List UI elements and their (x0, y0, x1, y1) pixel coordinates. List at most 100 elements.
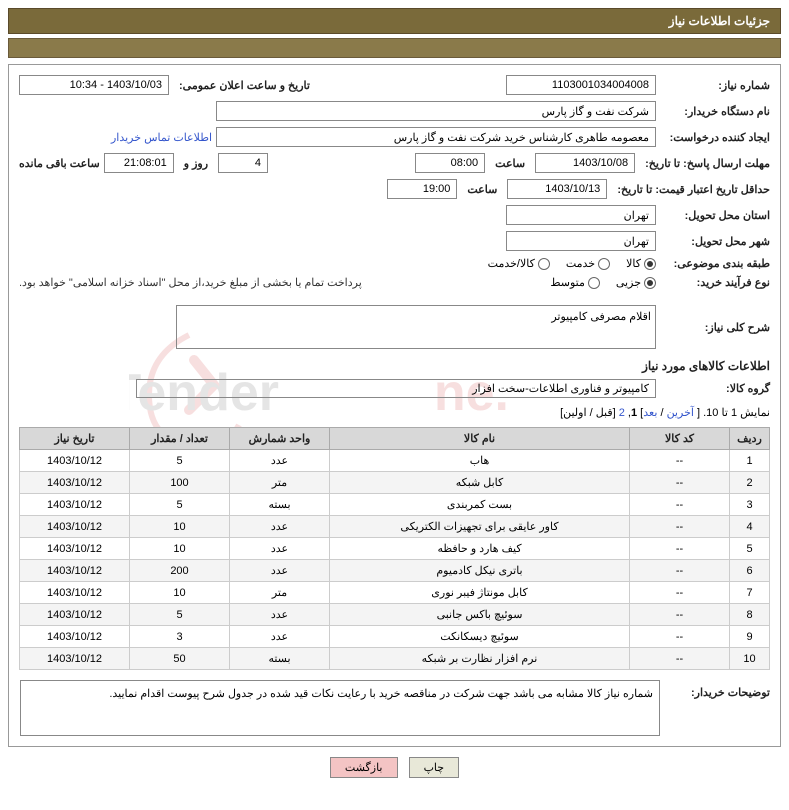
table-row: 3--بست کمربندیبسته51403/10/12 (20, 494, 770, 516)
pagination-last-link[interactable]: آخرین (667, 407, 694, 419)
table-cell: 10 (130, 516, 230, 538)
page-title: جزئیات اطلاعات نیاز (669, 14, 770, 28)
table-cell: -- (630, 472, 730, 494)
time-label-1: ساعت (489, 157, 531, 170)
radio-partial-label: جزیی (616, 276, 641, 289)
radio-both-label: کالا/خدمت (488, 257, 535, 270)
table-cell: -- (630, 648, 730, 670)
table-cell: -- (630, 538, 730, 560)
back-button[interactable]: بازگشت (330, 757, 398, 778)
footer-buttons: چاپ بازگشت (8, 757, 781, 778)
table-cell: متر (230, 472, 330, 494)
general-desc-label: شرح کلی نیاز: (660, 321, 770, 334)
table-cell: 8 (730, 604, 770, 626)
page-header: جزئیات اطلاعات نیاز (8, 8, 781, 34)
table-cell: عدد (230, 604, 330, 626)
days-remaining-field: 4 (218, 153, 268, 173)
table-row: 8--سوئیچ باکس جانبیعدد51403/10/12 (20, 604, 770, 626)
time-label-2: ساعت (461, 183, 503, 196)
validity-label: حداقل تاریخ اعتبار قیمت: تا تاریخ: (611, 183, 770, 196)
table-cell: سوئیچ باکس جانبی (330, 604, 630, 626)
table-cell: عدد (230, 538, 330, 560)
pagination-prefix: نمایش 1 تا 10. [ (694, 407, 770, 419)
th-date: تاریخ نیاز (20, 428, 130, 450)
deadline-date-field: 1403/10/08 (535, 153, 635, 173)
table-cell: 1403/10/12 (20, 472, 130, 494)
buyer-notes-box: شماره نیاز کالا مشابه می باشد جهت شرکت د… (20, 680, 660, 736)
table-cell: 9 (730, 626, 770, 648)
validity-date-field: 1403/10/13 (507, 179, 607, 199)
table-cell: 1403/10/12 (20, 648, 130, 670)
pagination-next-link[interactable]: بعد (643, 407, 657, 419)
th-name: نام کالا (330, 428, 630, 450)
city-label: شهر محل تحویل: (660, 235, 770, 248)
table-cell: کابل شبکه (330, 472, 630, 494)
table-row: 4--کاور عایقی برای تجهیزات الکتریکیعدد10… (20, 516, 770, 538)
table-cell: 1 (730, 450, 770, 472)
table-cell: 100 (130, 472, 230, 494)
goods-group-field: کامپیوتر و فناوری اطلاعات-سخت افزار (136, 379, 656, 398)
table-cell: هاب (330, 450, 630, 472)
category-radio-group: کالا خدمت کالا/خدمت (488, 257, 656, 270)
table-cell: کاور عایقی برای تجهیزات الکتریکی (330, 516, 630, 538)
th-code: کد کالا (630, 428, 730, 450)
table-cell: 5 (130, 604, 230, 626)
table-cell: -- (630, 560, 730, 582)
radio-dot-icon (598, 258, 610, 270)
table-cell: عدد (230, 450, 330, 472)
pagination: نمایش 1 تا 10. [ آخرین / بعد] 1, 2 [قبل … (19, 406, 770, 419)
table-cell: بست کمربندی (330, 494, 630, 516)
table-cell: -- (630, 604, 730, 626)
need-no-label: شماره نیاز: (660, 79, 770, 92)
table-row: 6--باتری نیکل کادمیومعدد2001403/10/12 (20, 560, 770, 582)
th-unit: واحد شمارش (230, 428, 330, 450)
payment-note: پرداخت تمام یا بخشی از مبلغ خرید،از محل … (19, 276, 362, 289)
pagination-suffix: [قبل / اولین] (560, 407, 619, 419)
radio-medium[interactable]: متوسط (550, 276, 600, 289)
table-cell: -- (630, 516, 730, 538)
radio-dot-icon (538, 258, 550, 270)
radio-medium-label: متوسط (550, 276, 585, 289)
buyer-contact-link[interactable]: اطلاعات تماس خریدار (111, 131, 212, 144)
table-cell: 10 (130, 538, 230, 560)
table-cell: متر (230, 582, 330, 604)
table-cell: 1403/10/12 (20, 626, 130, 648)
table-cell: 3 (730, 494, 770, 516)
table-cell: کیف هارد و حافظه (330, 538, 630, 560)
radio-khadamat[interactable]: خدمت (566, 257, 610, 270)
table-cell: -- (630, 582, 730, 604)
table-cell: 10 (130, 582, 230, 604)
table-cell: باتری نیکل کادمیوم (330, 560, 630, 582)
table-cell: 50 (130, 648, 230, 670)
content-panel: AriaTender .ne شماره نیاز: 1103001034004… (8, 64, 781, 747)
goods-group-label: گروه کالا: (660, 382, 770, 395)
radio-kala[interactable]: کالا (626, 257, 656, 270)
radio-both[interactable]: کالا/خدمت (488, 257, 550, 270)
need-no-field: 1103001034004008 (506, 75, 656, 95)
city-field: تهران (506, 231, 656, 251)
table-cell: 1403/10/12 (20, 604, 130, 626)
general-desc-box: اقلام مصرفی کامپیوتر (176, 305, 656, 349)
radio-partial[interactable]: جزیی (616, 276, 656, 289)
announce-label: تاریخ و ساعت اعلان عمومی: (173, 79, 316, 92)
radio-dot-icon (588, 277, 600, 289)
th-row: ردیف (730, 428, 770, 450)
table-cell: عدد (230, 626, 330, 648)
table-cell: 4 (730, 516, 770, 538)
table-cell: 10 (730, 648, 770, 670)
table-cell: عدد (230, 516, 330, 538)
table-cell: -- (630, 494, 730, 516)
table-cell: 1403/10/12 (20, 538, 130, 560)
table-cell: سوئیچ دیسکانکت (330, 626, 630, 648)
table-cell: -- (630, 450, 730, 472)
table-cell: نرم افزار نظارت بر شبکه (330, 648, 630, 670)
hours-remaining-field: 21:08:01 (104, 153, 174, 173)
deadline-label: مهلت ارسال پاسخ: تا تاریخ: (639, 157, 770, 170)
table-row: 7--کابل مونتاژ فیبر نوریمتر101403/10/12 (20, 582, 770, 604)
announce-field: 1403/10/03 - 10:34 (19, 75, 169, 95)
days-and-label: روز و (178, 157, 214, 170)
print-button[interactable]: چاپ (409, 757, 460, 778)
accent-bar (8, 38, 781, 58)
table-cell: -- (630, 626, 730, 648)
radio-kala-label: کالا (626, 257, 641, 270)
